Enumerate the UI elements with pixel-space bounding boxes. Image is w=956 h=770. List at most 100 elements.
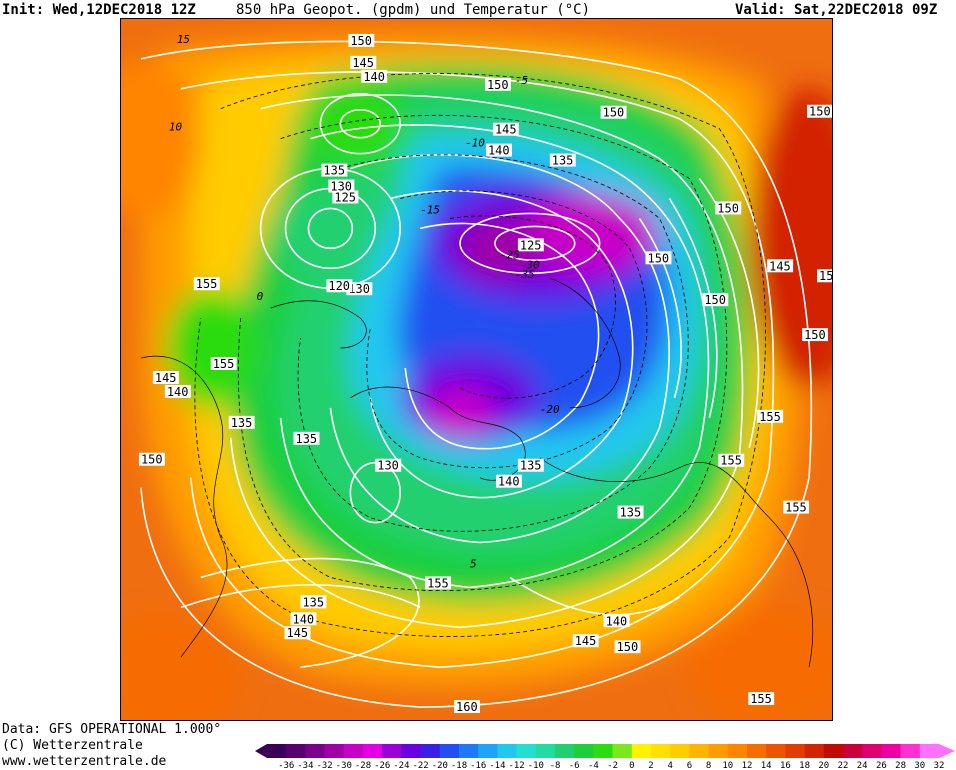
height-label-text: 150 [603,106,625,120]
height-label-text: 150 [617,640,639,654]
isotherm-label: -30 [520,258,540,271]
height-label-text: 150 [350,34,372,48]
legend-swatch [324,744,345,758]
height-label: 140 [485,144,512,158]
legend-tick: 24 [857,761,868,770]
legend-swatch [708,744,729,758]
legend-swatch [919,744,940,758]
height-label: 120 [326,279,353,293]
legend-tick: 2 [648,761,653,770]
height-label-text: 145 [155,371,177,385]
height-label: 125 [332,190,359,204]
legend-swatch [862,744,882,758]
height-label: 135 [293,432,320,446]
legend-swatch [727,744,748,758]
legend-swatch [286,744,306,758]
height-label-text: 140 [167,385,189,399]
height-label: 145 [572,634,599,648]
legend-swatch [766,744,786,758]
legend-tick: -26 [374,761,390,770]
legend-tick: -28 [355,761,371,770]
height-label-text: 145 [287,626,309,640]
temperature-field [121,33,832,720]
legend-swatch [747,744,767,758]
height-label: 155 [718,454,745,468]
height-label: 145 [152,371,179,385]
height-label: 145 [767,259,794,273]
height-label-text: 140 [498,475,520,489]
legend-swatch [804,744,825,758]
height-label: 155 [425,576,452,590]
legend-swatch [459,744,479,758]
height-label: 150 [348,34,375,48]
weather-map: 1501451401351301251501451401351501501501… [120,18,833,721]
legend-swatch [535,744,556,758]
height-label-text: 150 [704,293,726,307]
height-label-text: 155 [213,357,235,371]
valid-time: Valid: Sat,22DEC2018 09Z [735,2,938,18]
legend-swatch [420,744,441,758]
legend-swatch [823,744,844,758]
chart-title: 850 hPa Geopot. (gpdm) und Temperatur (°… [236,2,591,18]
isotherm-label: -25 [500,248,520,261]
height-labels: 1501451401351301251501451401351501501501… [138,33,832,714]
height-label: 145 [284,626,311,640]
height-label: 135 [617,506,644,520]
height-label: 155 [210,357,237,371]
legend-ticks: -36 -34 -32 -30 -28 -26 -24 -22 -20 -18 -16 -14 -12-… [278,761,944,770]
legend-tick: -10 [528,761,544,770]
height-label-text: 140 [293,612,315,626]
height-label: 135 [549,154,576,168]
legend-tick: 8 [706,761,711,770]
height-label-text: 135 [302,595,324,609]
legend-swatch [478,744,498,758]
website-link[interactable]: www.wetterzentrale.de [2,754,167,769]
legend-swatch [382,744,402,758]
isotherm-label: -35 [515,268,535,281]
legend-swatches [255,744,955,758]
height-label: 150 [817,269,832,283]
height-label: 135 [321,164,348,178]
isotherm-label: 10 [169,121,183,134]
height-label-text: 120 [328,279,350,293]
legend-swatch [305,744,325,758]
height-label: 140 [164,385,191,399]
legend-tick: -16 [470,761,486,770]
init-time: Init: Wed,12DEC2018 12Z [2,2,196,18]
height-label: 130 [375,459,402,473]
height-label: 155 [757,410,784,424]
legend-tick: -2 [607,761,618,770]
legend-swatch [574,744,594,758]
data-source: Data: GFS OPERATIONAL 1.000° [2,722,222,737]
height-label-text: 150 [487,78,509,92]
height-label-text: 130 [348,282,370,296]
legend-swatch [785,744,805,758]
height-label-text: 155 [750,692,772,706]
height-label: 150 [138,453,165,467]
legend-swatch [689,744,709,758]
height-label-text: 130 [330,180,352,194]
legend-swatch [555,744,575,758]
height-label-text: 150 [717,201,739,215]
isotherm-label: -10 [465,137,485,150]
height-label-text: 150 [809,105,831,119]
legend-tick: -18 [451,761,467,770]
legend-swatch [401,744,421,758]
legend-swatch [651,744,671,758]
legend-tick: -22 [412,761,428,770]
height-label-text: 145 [769,259,791,273]
height-label: 155 [748,692,775,706]
height-label-text: 145 [352,56,374,70]
height-label: 150 [802,328,829,342]
height-label-text: 155 [720,454,742,468]
legend-tick: -34 [297,761,313,770]
legend-swatch [363,744,383,758]
height-label-text: 135 [520,459,542,473]
copyright: (C) Wetterzentrale [2,738,143,753]
legend-tick: 4 [667,761,672,770]
legend-tick: 18 [799,761,810,770]
height-label-text: 135 [323,164,345,178]
height-label-text: 130 [377,459,399,473]
height-label-text: 140 [363,70,385,84]
height-label: 150 [715,201,742,215]
